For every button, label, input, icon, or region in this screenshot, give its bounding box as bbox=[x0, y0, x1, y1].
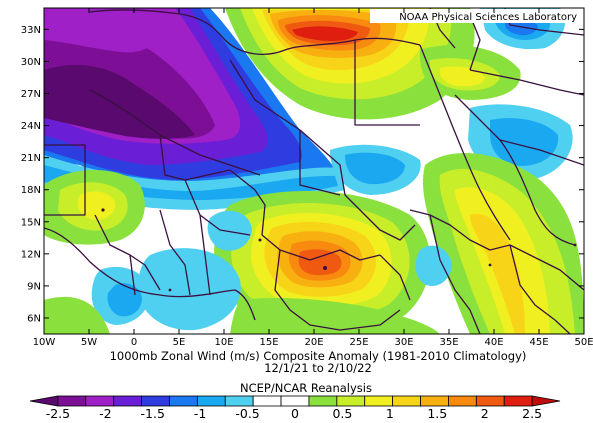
colorbar-label: -1.5 bbox=[141, 406, 165, 421]
colorbar-cell bbox=[448, 395, 477, 407]
colorbar-cell bbox=[503, 395, 533, 407]
negative-anomaly-sahara bbox=[44, 8, 335, 191]
y-tick-label: 6N bbox=[27, 313, 41, 324]
x-tick-label: 15E bbox=[259, 337, 278, 348]
x-tick-label: 45E bbox=[529, 337, 548, 348]
x-tick-label: 35E bbox=[439, 337, 458, 348]
colorbar-cell bbox=[392, 395, 421, 407]
colorbar-cell bbox=[420, 395, 449, 407]
colorbar-cell bbox=[141, 395, 170, 407]
colorbar-cell bbox=[280, 395, 310, 407]
positive-anomaly-eastafrica bbox=[422, 153, 584, 334]
chart-source: NCEP/NCAR Reanalysis bbox=[240, 381, 372, 395]
y-tick-label: 30N bbox=[21, 57, 41, 68]
colorbar-label: 0.5 bbox=[332, 406, 352, 421]
positive-anomaly-westafrica bbox=[44, 170, 145, 245]
x-tick-label: 20E bbox=[304, 337, 323, 348]
x-tick-label: 10E bbox=[214, 337, 233, 348]
positive-anomaly-south bbox=[44, 296, 440, 334]
y-tick-label: 12N bbox=[21, 249, 41, 260]
y-axis: 33N 30N 27N 24N 21N 18N 15N 12N 9N 6N bbox=[21, 25, 584, 324]
negative-anomaly-egypt bbox=[330, 144, 421, 195]
x-tick-label: 50E bbox=[574, 337, 593, 348]
lakes bbox=[101, 208, 577, 292]
chart-subtitle: 12/1/21 to 2/10/22 bbox=[264, 361, 372, 375]
colorbar-cell bbox=[196, 395, 226, 407]
y-tick-label: 15N bbox=[21, 217, 41, 228]
colorbar-cell bbox=[29, 395, 59, 407]
colorbar-cell bbox=[169, 395, 198, 407]
colorbar-cell bbox=[224, 395, 254, 407]
colorbar-cell bbox=[531, 395, 561, 407]
credit-box bbox=[370, 9, 583, 23]
colorbar-label: 1.5 bbox=[427, 406, 447, 421]
chart-title: 1000mb Zonal Wind (m/s) Composite Anomal… bbox=[110, 349, 527, 363]
colorbar-label: 1 bbox=[386, 406, 394, 421]
y-tick-label: 24N bbox=[21, 121, 41, 132]
map-panel: NOAA Physical Sciences Laboratory bbox=[44, 8, 584, 334]
colorbar-cell bbox=[113, 395, 142, 407]
colorbar-label: -2 bbox=[99, 406, 111, 421]
colorbar-cell bbox=[308, 395, 338, 407]
colorbar-cell bbox=[364, 395, 394, 407]
x-tick-label: 30E bbox=[394, 337, 413, 348]
colorbar-cell bbox=[475, 395, 505, 407]
y-tick-label: 9N bbox=[27, 281, 41, 292]
x-tick-label: 10W bbox=[33, 337, 56, 348]
colorbar-label: -1 bbox=[194, 406, 206, 421]
positive-anomaly-centralafrica bbox=[214, 191, 431, 331]
y-tick-label: 18N bbox=[21, 185, 41, 196]
country-borders bbox=[44, 8, 584, 334]
y-tick-label: 33N bbox=[21, 25, 41, 36]
colorbar-cell bbox=[57, 395, 87, 407]
colorbar-cell bbox=[336, 395, 366, 407]
colorbar-label: 2 bbox=[481, 406, 489, 421]
x-tick-label: 5E bbox=[173, 337, 186, 348]
y-tick-label: 27N bbox=[21, 89, 41, 100]
colorbar-cell bbox=[85, 395, 115, 407]
x-tick-label: 25E bbox=[349, 337, 368, 348]
colorbar-label: -0.5 bbox=[235, 406, 259, 421]
credit-label: NOAA Physical Sciences Laboratory bbox=[399, 12, 577, 23]
x-axis: 10W 5W 0 5E 10E 15E 20E 25E 30E 35E 40E 45E 50E bbox=[33, 8, 593, 348]
y-tick-label: 21N bbox=[21, 153, 41, 164]
colorbar-cell bbox=[252, 395, 282, 407]
positive-anomaly-ne bbox=[419, 45, 521, 100]
x-tick-label: 5W bbox=[81, 337, 97, 348]
colorbar-label: -2.5 bbox=[46, 406, 70, 421]
x-tick-label: 0 bbox=[131, 337, 137, 348]
colorbar-label: 0 bbox=[291, 406, 299, 421]
x-tick-label: 40E bbox=[484, 337, 503, 348]
colorbar: -2.5 -2 -1.5 -1 -0.5 0 0.5 1 1.5 2 2.5 bbox=[29, 395, 561, 421]
colorbar-label: 2.5 bbox=[522, 406, 542, 421]
